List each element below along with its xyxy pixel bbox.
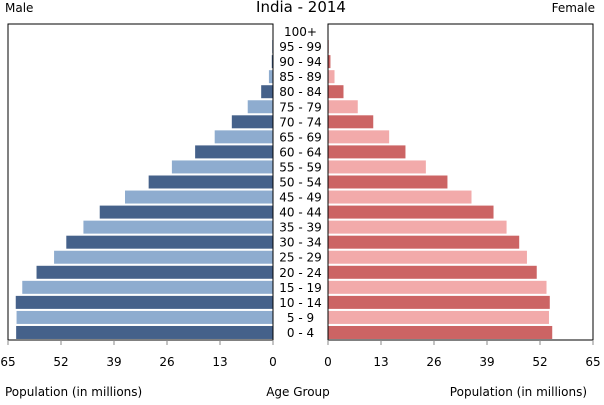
age-group-label: 10 - 14 — [279, 296, 322, 310]
male-bar — [125, 190, 273, 204]
male-bar — [247, 100, 273, 114]
female-bar — [328, 100, 358, 114]
female-bar — [328, 235, 520, 249]
age-group-label: 55 - 59 — [279, 160, 322, 174]
female-bar — [328, 145, 406, 159]
age-group-label: 45 - 49 — [279, 191, 322, 205]
x-tick-label: 13 — [212, 355, 227, 369]
age-group-label: 30 - 34 — [279, 236, 322, 250]
female-bar — [328, 220, 507, 234]
x-tick-label: 39 — [106, 355, 121, 369]
x-tick-label: 0 — [324, 355, 332, 369]
female-bar — [328, 325, 553, 339]
age-group-label: 0 - 4 — [287, 326, 314, 340]
female-bar — [328, 130, 390, 144]
female-bar — [328, 295, 550, 309]
x-axis-label-center: Age Group — [266, 385, 330, 399]
male-bar — [171, 160, 273, 174]
male-bar — [268, 70, 273, 84]
age-group-label: 75 - 79 — [279, 100, 322, 114]
x-tick-label: 52 — [532, 355, 547, 369]
female-bar — [328, 250, 527, 264]
chart-title: India - 2014 — [256, 0, 346, 16]
age-group-label: 85 - 89 — [279, 70, 322, 84]
female-bar — [328, 310, 549, 324]
female-bars — [328, 25, 553, 339]
x-tick-label: 65 — [0, 355, 15, 369]
x-tick-label: 13 — [373, 355, 388, 369]
age-group-label: 50 - 54 — [279, 176, 322, 190]
male-bar — [54, 250, 273, 264]
male-bar — [16, 310, 274, 324]
male-bar — [83, 220, 273, 234]
male-bar — [261, 85, 273, 99]
male-bar — [271, 55, 273, 69]
male-bar — [16, 325, 274, 339]
x-axis-label-right: Population (in millions) — [450, 385, 587, 399]
female-bar — [328, 85, 344, 99]
female-bar — [328, 265, 537, 279]
x-tick-label: 26 — [426, 355, 441, 369]
female-plot-frame — [327, 23, 594, 341]
female-axis-ticks: 0 13 26 39 52 65 — [324, 340, 601, 369]
x-tick-label: 65 — [585, 355, 600, 369]
female-bar — [328, 205, 494, 219]
age-group-label: 70 - 74 — [279, 115, 322, 129]
male-bar — [22, 280, 273, 294]
age-group-label: 20 - 24 — [279, 266, 322, 280]
male-axis-ticks: 0 13 26 39 52 65 — [0, 340, 277, 369]
age-group-label: 60 - 64 — [279, 145, 322, 159]
male-bar — [36, 265, 273, 279]
male-bar — [66, 235, 273, 249]
female-bar — [328, 280, 547, 294]
x-axis-label-left: Population (in millions) — [5, 385, 142, 399]
male-label: Male — [5, 1, 33, 15]
female-bar — [328, 175, 448, 189]
male-bars — [15, 25, 274, 339]
male-bar — [195, 145, 273, 159]
male-bar — [231, 115, 273, 129]
x-tick-label: 0 — [269, 355, 277, 369]
age-group-label: 80 - 84 — [279, 85, 322, 99]
age-group-label: 95 - 99 — [279, 40, 322, 54]
age-group-label: 25 - 29 — [279, 251, 322, 265]
x-tick-label: 39 — [479, 355, 494, 369]
female-bar — [328, 190, 472, 204]
female-bar — [328, 55, 331, 69]
female-label: Female — [552, 1, 595, 15]
age-group-label: 65 - 69 — [279, 130, 322, 144]
male-bar — [148, 175, 273, 189]
male-bar — [214, 130, 273, 144]
x-tick-label: 52 — [53, 355, 68, 369]
age-group-label: 100+ — [284, 25, 317, 39]
male-plot-frame — [7, 23, 274, 341]
age-group-label: 5 - 9 — [287, 311, 314, 325]
age-group-label: 35 - 39 — [279, 221, 322, 235]
female-bar — [328, 115, 374, 129]
x-tick-label: 26 — [159, 355, 174, 369]
male-bar — [99, 205, 273, 219]
age-group-label: 90 - 94 — [279, 55, 322, 69]
age-group-label: 40 - 44 — [279, 206, 322, 220]
female-bar — [328, 70, 335, 84]
age-group-label: 15 - 19 — [279, 281, 322, 295]
male-bar — [15, 295, 273, 309]
female-bar — [328, 160, 426, 174]
